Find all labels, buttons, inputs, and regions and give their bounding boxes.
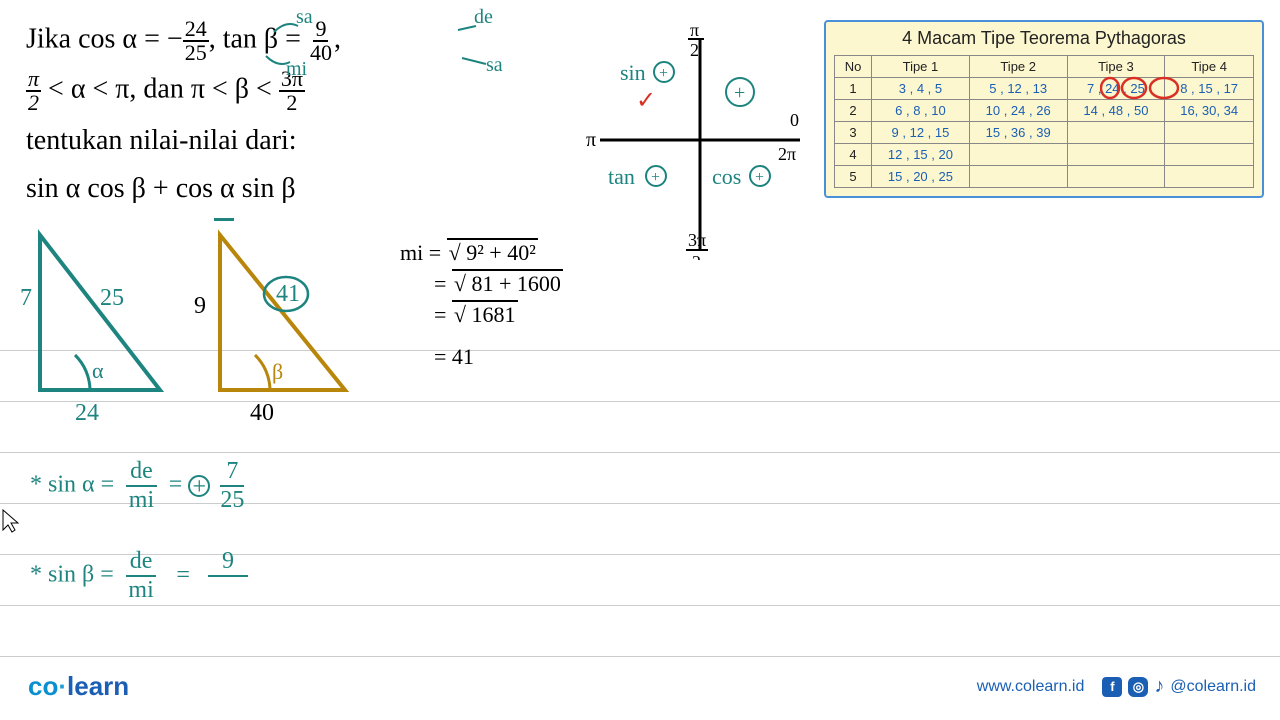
svg-text:+: + [755,169,764,186]
social-icons: f ◎ ♪ @colearn.id [1102,675,1256,698]
calc-mi: mi = √ 9² + 40² = √ 81 + 1600 = √ 1681 =… [400,238,563,373]
table-header: Tipe 2 [969,56,1067,78]
work-sin-alpha: * sin α = de mi = + 7 25 [30,458,248,514]
handle: @colearn.id [1170,678,1256,696]
table-title: 4 Macam Tipe Teorema Pythagoras [834,28,1254,49]
text-jika: Jika cos α = − [26,23,183,54]
table-header: No [835,56,872,78]
svg-text:+: + [651,169,660,186]
table-row: 26 , 8 , 1010 , 24 , 2614 , 48 , 5016, 3… [835,100,1254,122]
svg-text:2: 2 [692,252,701,260]
svg-text:24: 24 [75,400,99,425]
svg-text:41: 41 [276,281,300,307]
table-header: Tipe 1 [872,56,970,78]
table-row: 515 , 20 , 25 [835,166,1254,188]
cursor-icon [0,508,22,534]
underline-beta [214,218,234,221]
svg-text:2: 2 [690,40,699,60]
table-header: Tipe 3 [1067,56,1165,78]
anno-arrow1 [272,18,302,36]
svg-text:25: 25 [100,285,124,311]
svg-text:2π: 2π [778,144,796,164]
svg-text:40: 40 [250,400,274,425]
svg-text:π: π [586,129,596,151]
logo: co·learn [28,671,129,702]
table-header: Tipe 4 [1165,56,1254,78]
work-sin-beta: * sin β = de mi = 9 [30,548,252,604]
triangle-beta: 9 41 40 β [190,225,360,425]
svg-text:3π: 3π [688,230,706,250]
anno-arrow2 [264,54,292,70]
quadrant-diagram: π 2 π 0 2π 3π 2 sin + ✓ + tan + cos + [580,20,800,260]
anno-dash2 [460,54,490,68]
svg-text:+: + [734,82,745,104]
svg-text:α: α [92,358,104,383]
instagram-icon: ◎ [1128,677,1148,697]
footer: co·learn www.colearn.id f ◎ ♪ @colearn.i… [28,671,1256,702]
svg-text:cos: cos [712,164,741,189]
svg-text:✓: ✓ [636,88,656,114]
table-row: 13 , 4 , 55 , 12 , 137 , 24 , 258 , 15 ,… [835,78,1254,100]
facebook-icon: f [1102,677,1122,697]
svg-text:0: 0 [790,110,799,130]
pythagoras-table: 4 Macam Tipe Teorema Pythagoras NoTipe 1… [824,20,1264,198]
tiktok-icon: ♪ [1154,675,1164,698]
svg-text:β: β [272,359,283,384]
anno-dash1 [456,22,480,36]
svg-text:7: 7 [20,285,32,311]
svg-text:sin: sin [620,60,646,85]
svg-text:9: 9 [194,293,206,319]
text-expression: sin α cos β + cos α sin β [26,168,341,210]
footer-url: www.colearn.id [977,678,1085,696]
table-row: 412 , 15 , 20 [835,144,1254,166]
table-row: 39 , 12 , 1515 , 36 , 39 [835,122,1254,144]
text-tentukan: tentukan nilai-nilai dari: [26,120,341,162]
svg-text:tan: tan [608,164,635,189]
problem-statement: Jika cos α = −2425, tan β = 940, π2 < α … [26,18,341,210]
triangle-alpha: 7 25 24 α [20,225,180,425]
svg-text:π: π [690,20,699,40]
svg-text:+: + [659,65,668,82]
